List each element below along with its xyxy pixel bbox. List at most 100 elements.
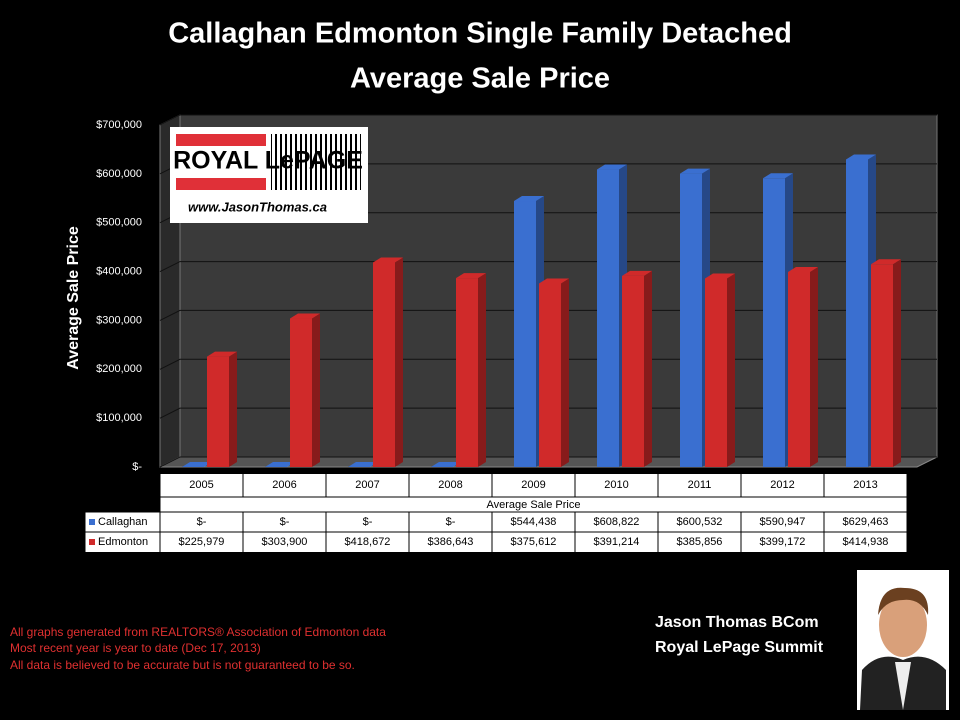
bar-top: [539, 278, 569, 284]
bar-front: [514, 201, 536, 467]
bar: [431, 462, 461, 467]
bar: [207, 351, 237, 467]
bar-side: [229, 351, 237, 467]
bar-top: [680, 168, 710, 174]
bar-front: [456, 278, 478, 467]
data-label: $-: [446, 516, 456, 528]
bar-front: [680, 173, 702, 467]
data-label: $-: [363, 516, 373, 528]
bar-top: [373, 257, 403, 263]
bar: [182, 462, 212, 467]
y-tick-label: $400,000: [96, 265, 142, 277]
portrait: [857, 570, 949, 710]
bar: [539, 278, 569, 467]
bar-top: [290, 313, 320, 319]
chart-title: Callaghan Edmonton Single Family Detache…: [168, 18, 792, 50]
x-tick-label: 2010: [604, 479, 628, 491]
logo-barcode: [271, 134, 361, 190]
data-label: $-: [280, 516, 290, 528]
x-tick-label: 2013: [853, 479, 877, 491]
bar-side: [561, 278, 569, 467]
x-tick-label: 2007: [355, 479, 379, 491]
bar-side: [810, 266, 818, 467]
data-table: Average Sale Price 2005 $- $225,979 2006 $- $3…: [84, 474, 908, 552]
bar-top: [871, 259, 901, 265]
bar-top: [265, 462, 295, 467]
bar: [705, 273, 735, 467]
bar: [456, 273, 486, 467]
footnote: All graphs generated from REALTORS® Asso…: [10, 625, 386, 639]
data-label: $303,900: [262, 536, 308, 548]
photo-shirt: [895, 662, 911, 710]
x-tick-label: 2006: [272, 479, 296, 491]
bar: [265, 462, 295, 467]
x-tick-label: 2005: [189, 479, 213, 491]
data-label: $386,643: [428, 536, 474, 548]
bar-side: [644, 270, 652, 467]
signature: Royal LePage Summit: [655, 639, 824, 656]
bar-front: [290, 318, 312, 467]
bar-top: [431, 462, 461, 467]
bar-side: [727, 273, 735, 467]
bar-top: [622, 270, 652, 276]
x-tick-label: 2008: [438, 479, 462, 491]
photo-face: [879, 593, 927, 657]
logo-url: www.JasonThomas.ca: [188, 199, 327, 214]
bar-top: [514, 196, 544, 202]
data-label: $225,979: [179, 536, 225, 548]
logo-stripe: [176, 178, 266, 190]
x-tick-label: 2009: [521, 479, 545, 491]
bar-top: [788, 266, 818, 272]
data-label: $399,172: [760, 536, 806, 548]
x-tick-label: 2011: [688, 479, 712, 491]
y-tick-label: $700,000: [96, 119, 142, 131]
data-label: $608,822: [594, 516, 640, 528]
legend-label: Callaghan: [98, 516, 148, 528]
bar-top: [763, 173, 793, 179]
bar-top: [597, 164, 627, 170]
bar-front: [622, 275, 644, 467]
bar: [788, 266, 818, 467]
bar-front: [705, 278, 727, 467]
bar-side: [312, 313, 320, 467]
y-tick-label: $600,000: [96, 168, 142, 180]
bar: [622, 270, 652, 467]
y-tick-label: $300,000: [96, 314, 142, 326]
data-label: $600,532: [677, 516, 723, 528]
chart-subtitle: Average Sale Price: [350, 63, 610, 95]
bar-side: [395, 257, 403, 467]
plot-area: $- $100,000 $200,000 $300,000 $400,000 $500,0…: [84, 114, 938, 552]
data-label: $391,214: [594, 536, 640, 548]
logo-stripe: [176, 134, 266, 146]
logo: ROYAL LePAGE www.JasonThomas.ca: [170, 127, 368, 223]
bar-top: [456, 273, 486, 279]
x-tick-label: 2012: [770, 479, 794, 491]
table-bg: [160, 474, 907, 512]
bar-top: [348, 462, 378, 467]
x-axis-label: Average Sale Price: [487, 499, 581, 511]
footnote: Most recent year is year to date (Dec 17…: [10, 641, 261, 655]
data-label: $544,438: [511, 516, 557, 528]
y-tick-label: $200,000: [96, 363, 142, 375]
bar-front: [597, 169, 619, 467]
data-label: $385,856: [677, 536, 723, 548]
logo-brand: ROYAL LePAGE: [173, 147, 363, 175]
signature: Jason Thomas BCom: [655, 614, 819, 631]
bar-front: [846, 159, 868, 468]
bar: [290, 313, 320, 467]
bar-side: [893, 259, 901, 467]
data-label: $590,947: [760, 516, 806, 528]
data-label: $414,938: [843, 536, 889, 548]
bar-side: [478, 273, 486, 467]
bar: [871, 259, 901, 467]
bar-front: [763, 178, 785, 467]
bar-front: [373, 262, 395, 467]
bar-front: [788, 271, 810, 467]
data-label: $375,612: [511, 536, 557, 548]
bar-front: [871, 264, 893, 467]
data-label: $-: [197, 516, 207, 528]
legend-swatch: [89, 539, 95, 545]
y-tick-label: $-: [132, 461, 142, 473]
bar-top: [846, 154, 876, 160]
